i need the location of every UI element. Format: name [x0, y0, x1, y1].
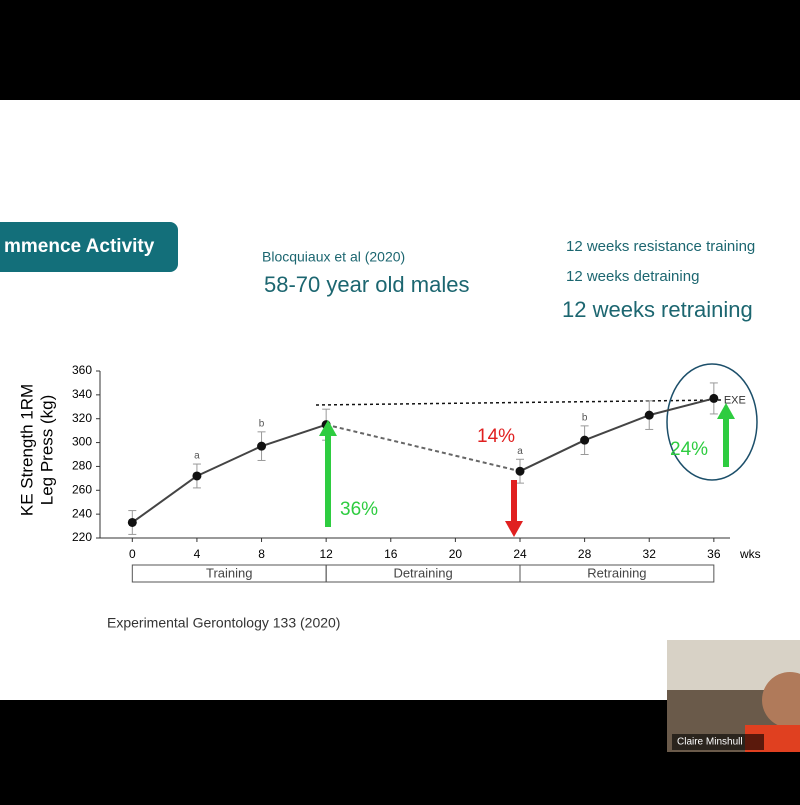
point-label: b [259, 418, 265, 429]
x-tick-label: 24 [513, 547, 527, 561]
x-tick-label: 36 [707, 547, 721, 561]
data-point [644, 410, 654, 420]
line-segment [261, 423, 327, 448]
series-label: EXE [724, 394, 746, 406]
y-tick-label: 220 [72, 530, 92, 544]
data-point [192, 471, 202, 481]
phase-box [519, 564, 715, 583]
participant-name: Claire Minshull [677, 737, 743, 748]
x-tick-label: 20 [449, 547, 463, 561]
y-axis-label: Leg Press (kg) [37, 395, 56, 506]
point-label: a [194, 451, 200, 462]
data-point [257, 441, 267, 451]
point-label: a [517, 446, 523, 457]
protocol: 12 weeks detraining [566, 268, 699, 285]
x-tick-label: 28 [578, 547, 592, 561]
line-segment [325, 423, 521, 473]
y-tick-label: 260 [72, 482, 92, 496]
slide [0, 100, 800, 700]
x-tick-label: 0 [129, 547, 136, 561]
line-segment [196, 445, 262, 477]
phase-label: Retraining [587, 565, 646, 580]
annotation: 36% [340, 499, 378, 520]
protocol: 12 weeks resistance training [566, 238, 755, 255]
tab-title: mmence Activity [4, 236, 155, 257]
data-point [515, 466, 525, 476]
y-tick-label: 280 [72, 459, 92, 473]
x-tick-label: 12 [319, 547, 333, 561]
y-tick-label: 340 [72, 387, 92, 401]
x-tick-label: 8 [258, 547, 265, 561]
y-tick-label: 320 [72, 411, 92, 425]
annotation: 24% [670, 439, 708, 460]
highlight-ellipse [666, 363, 758, 481]
annotation: 14% [477, 426, 515, 447]
y-axis-label: KE Strength 1RM [17, 384, 36, 516]
data-point [127, 517, 137, 527]
tab [0, 222, 178, 272]
x-tick-label: 32 [643, 547, 657, 561]
x-axis-unit: wks [739, 547, 761, 561]
data-point [709, 393, 719, 403]
line-segment [648, 397, 715, 417]
protocol: 12 weeks retraining [562, 297, 753, 322]
webcam-person [762, 672, 800, 728]
x-tick-label: 16 [384, 547, 398, 561]
arrow-head [717, 403, 735, 419]
line-segment [131, 475, 198, 524]
source: Experimental Gerontology 133 (2020) [107, 615, 340, 631]
phase-label: Detraining [393, 565, 452, 580]
line-segment [519, 439, 586, 473]
x-tick-label: 4 [194, 547, 201, 561]
y-tick-label: 240 [72, 506, 92, 520]
point-label: b [582, 413, 588, 424]
y-tick-label: 300 [72, 435, 92, 449]
arrow-head [319, 420, 337, 436]
data-point [580, 435, 590, 445]
phase-label: Training [206, 565, 252, 580]
subtitle: 58-70 year old males [264, 272, 469, 297]
reference-line [315, 399, 723, 406]
y-tick-label: 360 [72, 363, 92, 377]
name-tag [672, 734, 764, 750]
line-segment [584, 414, 650, 442]
citation: Blocquiaux et al (2020) [262, 249, 405, 265]
arrow-head [505, 521, 523, 537]
